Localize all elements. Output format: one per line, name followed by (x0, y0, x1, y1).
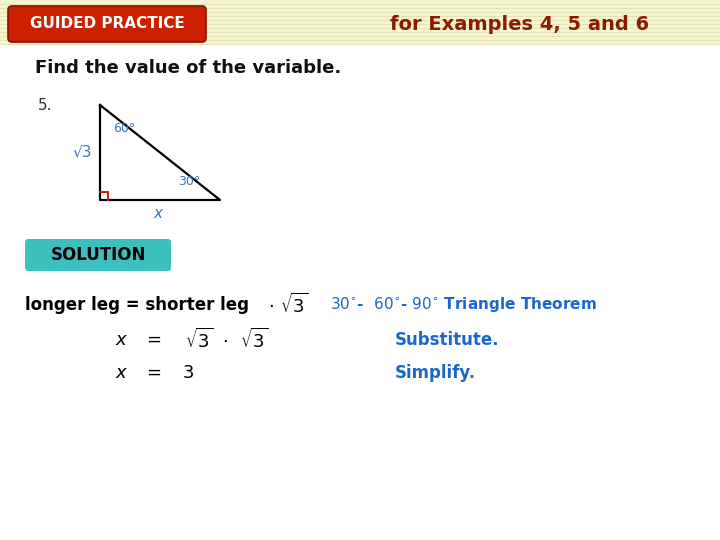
Text: GUIDED PRACTICE: GUIDED PRACTICE (30, 17, 184, 31)
Text: $30^{\circ}$-  $60^{\circ}$- $90^{\circ}$ Triangle Theorem: $30^{\circ}$- $60^{\circ}$- $90^{\circ}$… (330, 295, 597, 314)
Text: 30°: 30° (178, 175, 200, 188)
Text: √3: √3 (72, 145, 91, 159)
Text: $\cdot$: $\cdot$ (268, 296, 274, 314)
Text: Substitute.: Substitute. (395, 331, 500, 349)
Text: 60°: 60° (113, 122, 135, 135)
Text: for Examples 4, 5 and 6: for Examples 4, 5 and 6 (390, 16, 649, 35)
Text: Find the value of the variable.: Find the value of the variable. (35, 59, 341, 77)
Text: $x$   $=$: $x$ $=$ (115, 331, 162, 349)
Text: $\sqrt{3}$  $\cdot$  $\sqrt{3}$: $\sqrt{3}$ $\cdot$ $\sqrt{3}$ (185, 328, 269, 352)
FancyBboxPatch shape (8, 6, 206, 42)
Text: $x$   $=$   $3$: $x$ $=$ $3$ (115, 364, 194, 382)
Text: longer leg = shorter leg: longer leg = shorter leg (25, 296, 249, 314)
Text: x: x (153, 206, 163, 221)
FancyBboxPatch shape (25, 239, 171, 271)
Text: $\sqrt{3}$: $\sqrt{3}$ (280, 293, 308, 317)
Text: Simplify.: Simplify. (395, 364, 476, 382)
Text: 5.: 5. (38, 98, 53, 112)
Bar (0, 0, 720, 45)
Text: SOLUTION: SOLUTION (50, 246, 145, 264)
